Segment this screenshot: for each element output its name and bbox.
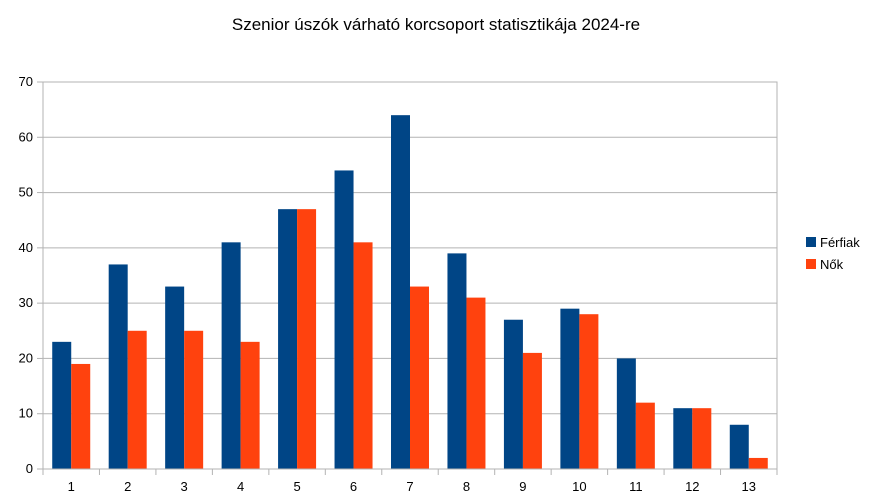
axes <box>42 81 778 470</box>
bar-ferfiak-10 <box>560 308 580 469</box>
bar-nok-9 <box>522 352 542 469</box>
x-tick-label: 13 <box>742 479 756 494</box>
bar-nok-13 <box>748 457 768 469</box>
x-tick-label: 6 <box>350 479 357 494</box>
bar-nok-8 <box>466 297 486 469</box>
x-tick-label: 9 <box>519 479 526 494</box>
x-tick-label: 2 <box>124 479 131 494</box>
bar-nok-5 <box>297 209 317 469</box>
bar-ferfiak-9 <box>503 319 523 469</box>
legend-swatch <box>806 237 816 247</box>
bar-ferfiak-7 <box>391 115 410 470</box>
x-tick-label: 11 <box>629 479 643 494</box>
x-tick-label: 1 <box>68 479 75 494</box>
chart-title: Szenior úszók várható korcsoport statisz… <box>232 15 640 34</box>
bars <box>52 115 768 470</box>
legend-swatch <box>806 259 816 269</box>
y-tick-label: 10 <box>19 406 33 421</box>
x-tick-label: 10 <box>572 479 586 494</box>
y-axis-ticks: 0 10 20 30 40 50 60 70 <box>19 74 43 476</box>
bar-nok-2 <box>127 330 147 469</box>
bar-nok-3 <box>184 330 204 469</box>
bar-nok-7 <box>410 286 429 469</box>
bar-nok-4 <box>240 341 260 469</box>
legend-label: Férfiak <box>820 235 860 250</box>
bar-ferfiak-11 <box>616 358 636 469</box>
bar-ferfiak-2 <box>108 264 128 469</box>
bar-nok-10 <box>579 314 599 469</box>
bar-ferfiak-12 <box>673 408 693 469</box>
y-tick-label: 50 <box>19 185 33 200</box>
plot-frame <box>42 81 778 470</box>
bar-ferfiak-5 <box>278 209 298 469</box>
bar-nok-6 <box>353 242 373 469</box>
y-tick-label: 70 <box>19 74 33 89</box>
y-tick-label: 40 <box>19 240 33 255</box>
bar-ferfiak-6 <box>334 170 354 469</box>
x-tick-label: 5 <box>293 479 300 494</box>
bar-ferfiak-1 <box>52 341 72 469</box>
bar-ferfiak-13 <box>729 424 749 469</box>
bar-ferfiak-8 <box>447 253 467 469</box>
x-tick-label: 8 <box>463 479 470 494</box>
y-tick-label: 60 <box>19 129 33 144</box>
bar-ferfiak-4 <box>221 242 241 469</box>
bar-nok-1 <box>71 363 91 469</box>
x-tick-label: 7 <box>406 479 413 494</box>
legend: Férfiak Nők <box>806 235 860 272</box>
bar-nok-11 <box>635 402 655 469</box>
y-tick-label: 20 <box>19 350 33 365</box>
x-tick-label: 4 <box>237 479 244 494</box>
y-tick-label: 0 <box>26 461 33 476</box>
legend-label: Nők <box>820 257 844 272</box>
y-tick-label: 30 <box>19 295 33 310</box>
bar-ferfiak-3 <box>165 286 185 469</box>
x-tick-label: 12 <box>685 479 699 494</box>
x-tick-label: 3 <box>181 479 188 494</box>
x-axis-ticks: 1 2 3 4 5 6 7 8 9 10 11 12 13 <box>42 469 778 494</box>
bar-nok-12 <box>692 408 712 469</box>
